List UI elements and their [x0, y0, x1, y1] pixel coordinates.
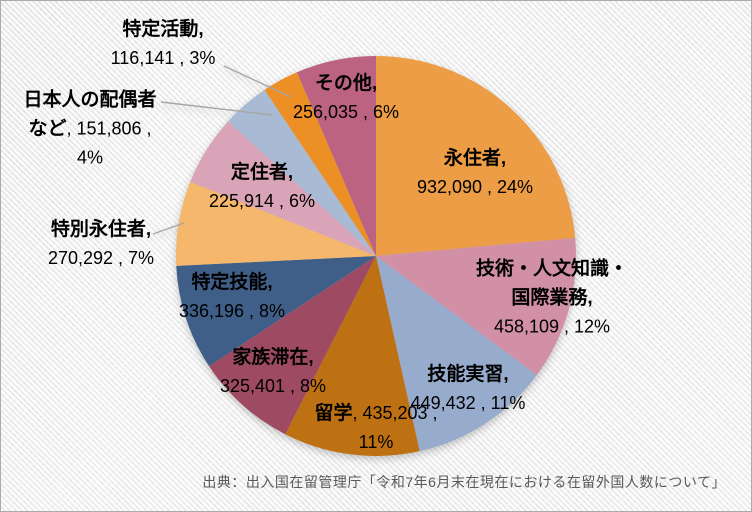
- pie-slice-11[interactable]: [296, 56, 376, 256]
- pie-slice-9[interactable]: [228, 89, 376, 257]
- source-note: 出典：出入国在留管理庁「令和7年6月末在現在における在留外国人数について」: [202, 474, 726, 490]
- pie-slice-6[interactable]: [176, 256, 376, 367]
- pie-slice-8[interactable]: [190, 121, 376, 256]
- pie-slice-1[interactable]: [376, 56, 576, 256]
- leader-line-7: [152, 222, 185, 235]
- pie-slice-7[interactable]: [175, 181, 376, 266]
- leader-line-9: [160, 101, 273, 116]
- leader-line-10: [223, 65, 292, 98]
- pie-slice-4[interactable]: [285, 256, 420, 456]
- pie-slice-3[interactable]: [376, 256, 537, 452]
- pie-slice-10[interactable]: [264, 72, 376, 256]
- pie-slice-5[interactable]: [209, 256, 376, 435]
- pie-slice-2[interactable]: [376, 237, 577, 375]
